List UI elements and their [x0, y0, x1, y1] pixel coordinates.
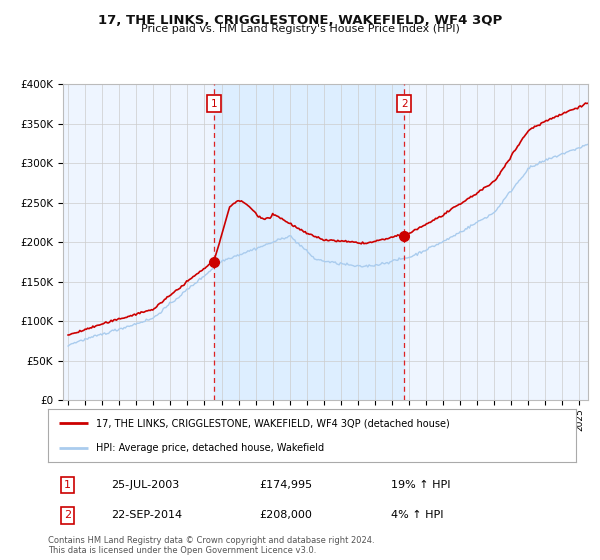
Text: 4% ↑ HPI: 4% ↑ HPI [391, 510, 444, 520]
Text: 17, THE LINKS, CRIGGLESTONE, WAKEFIELD, WF4 3QP (detached house): 17, THE LINKS, CRIGGLESTONE, WAKEFIELD, … [95, 418, 449, 428]
Text: 2: 2 [401, 99, 407, 109]
Text: 1: 1 [211, 99, 217, 109]
Text: 1: 1 [64, 480, 71, 490]
Text: Price paid vs. HM Land Registry's House Price Index (HPI): Price paid vs. HM Land Registry's House … [140, 24, 460, 34]
Bar [214, 84, 404, 400]
Text: 22-SEP-2014: 22-SEP-2014 [112, 510, 182, 520]
Text: HPI: Average price, detached house, Wakefield: HPI: Average price, detached house, Wake… [95, 442, 323, 452]
Text: 25-JUL-2003: 25-JUL-2003 [112, 480, 179, 490]
Text: £174,995: £174,995 [259, 480, 313, 490]
Text: 2: 2 [64, 510, 71, 520]
Text: Contains HM Land Registry data © Crown copyright and database right 2024.
This d: Contains HM Land Registry data © Crown c… [48, 536, 374, 556]
Text: 17, THE LINKS, CRIGGLESTONE, WAKEFIELD, WF4 3QP: 17, THE LINKS, CRIGGLESTONE, WAKEFIELD, … [98, 14, 502, 27]
Text: 19% ↑ HPI: 19% ↑ HPI [391, 480, 451, 490]
Text: £208,000: £208,000 [259, 510, 312, 520]
